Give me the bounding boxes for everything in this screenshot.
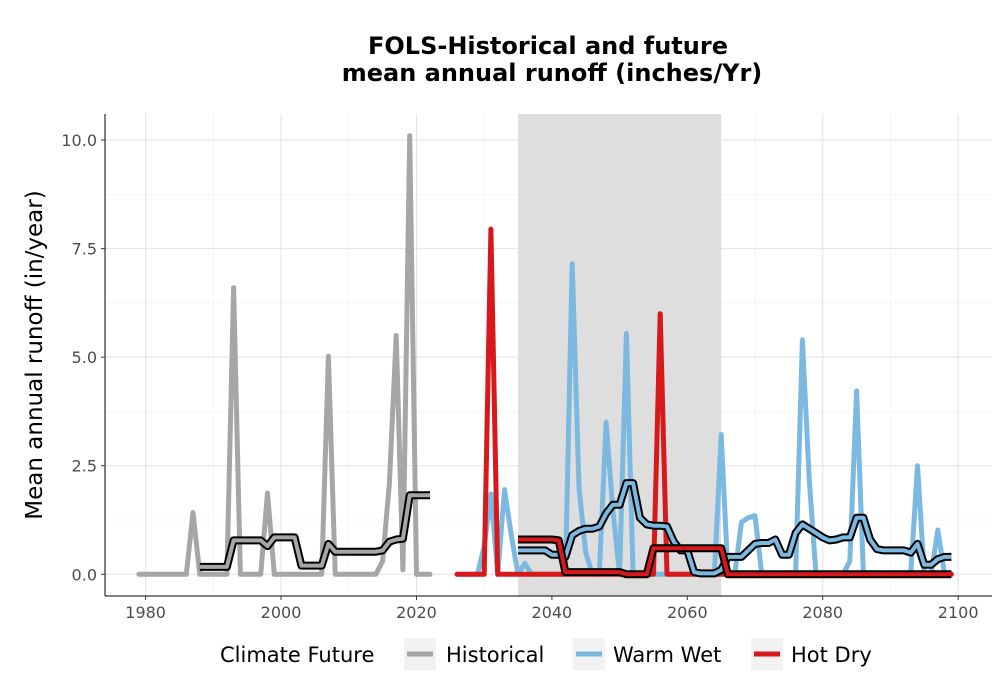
series-line-historical bbox=[136, 133, 433, 577]
y-tick-label: 0.0 bbox=[72, 565, 97, 584]
legend-label-hot-dry: Hot Dry bbox=[791, 643, 872, 667]
legend-label-warm-wet: Warm Wet bbox=[613, 643, 721, 667]
y-axis-title: Mean annual runoff (in/year) bbox=[22, 190, 48, 519]
y-tick-label: 7.5 bbox=[72, 240, 97, 259]
x-tick-label: 2020 bbox=[396, 603, 437, 622]
y-tick-label: 5.0 bbox=[72, 348, 97, 367]
y-tick-label: 10.0 bbox=[61, 131, 97, 150]
x-tick-label: 2060 bbox=[667, 603, 708, 622]
moving-average-line-warm-wet bbox=[518, 481, 952, 576]
moving-average-line-historical bbox=[199, 493, 430, 569]
plot-panel: 1980 2000 2020 2040 2060 2080 2100 0.0 2.5 5.0 7.5… bbox=[61, 114, 992, 622]
moving-average-line-hot-dry bbox=[518, 537, 952, 577]
legend: Climate Future Historical Warm Wet Hot Dry bbox=[220, 638, 872, 670]
legend-label-historical: Historical bbox=[446, 643, 544, 667]
chart-title-line-2: mean annual runoff (inches/Yr) bbox=[342, 59, 763, 87]
x-tick-label: 2080 bbox=[802, 603, 843, 622]
y-tick-label: 2.5 bbox=[72, 457, 97, 476]
x-tick-label: 2040 bbox=[532, 603, 573, 622]
x-tick-label: 2000 bbox=[261, 603, 302, 622]
x-tick-label: 1980 bbox=[125, 603, 166, 622]
x-tick-label: 2100 bbox=[938, 603, 979, 622]
chart-title-line-1: FOLS-Historical and future bbox=[368, 32, 728, 60]
legend-title: Climate Future bbox=[220, 643, 374, 667]
